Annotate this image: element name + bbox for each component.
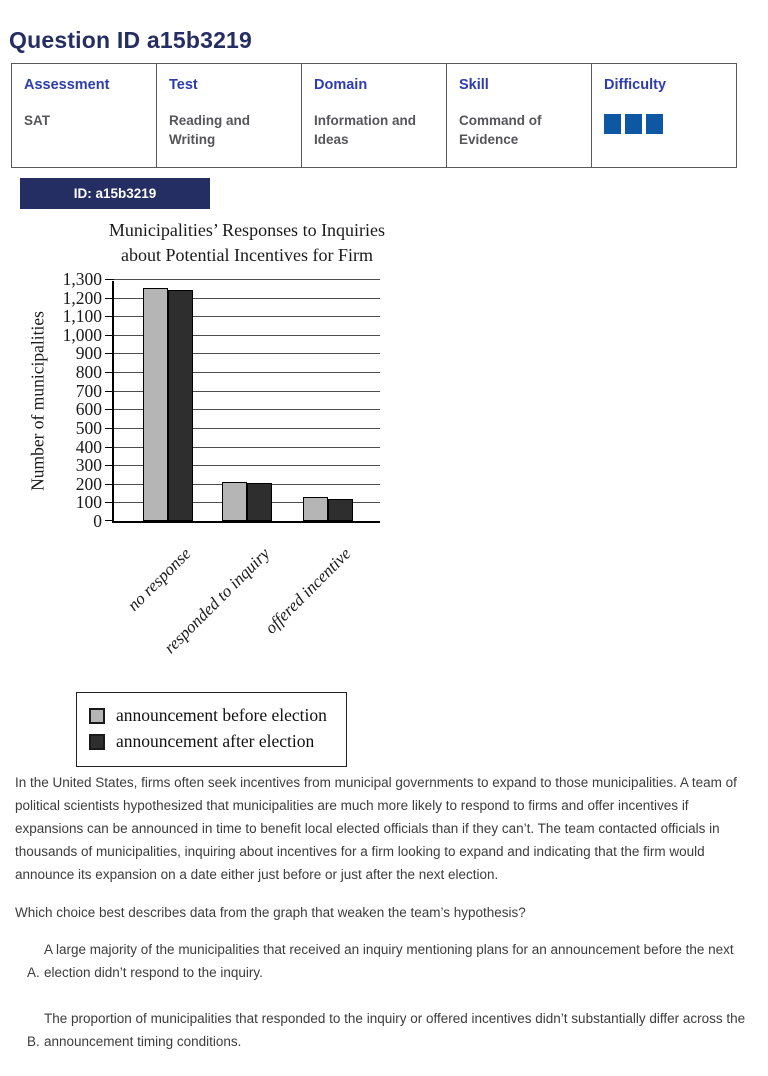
meta-value-domain: Information and Ideas — [314, 113, 416, 147]
y-tick-label: 800 — [75, 362, 102, 383]
legend-row: announcement after election — [89, 731, 336, 752]
meta-value-skill: Command of Evidence — [459, 113, 542, 147]
passage-text: In the United States, firms often seek i… — [15, 775, 737, 882]
gridline — [114, 446, 380, 448]
y-tick-label: 200 — [75, 473, 102, 494]
legend-label: announcement after election — [116, 731, 315, 751]
y-tick-label: 1,000 — [62, 324, 102, 345]
y-axis-tick — [105, 446, 114, 448]
chart-title-line: about Potential Incentives for Firm — [121, 245, 373, 265]
y-axis-tick — [105, 409, 114, 411]
chart-title-line: Municipalities’ Responses to Inquiries — [108, 220, 386, 240]
y-axis-tick — [105, 465, 114, 467]
y-axis-tick — [105, 334, 114, 336]
meta-label-skill: Skill — [459, 77, 489, 93]
question-id-badge: ID: a15b3219 — [20, 178, 210, 209]
y-axis-tick — [105, 390, 114, 392]
choice-a-letter: A. — [27, 965, 40, 980]
gridline — [114, 353, 380, 355]
y-tick-label: 700 — [75, 380, 102, 401]
gridline — [114, 372, 380, 374]
meta-label-difficulty: Difficulty — [604, 77, 667, 93]
y-axis-tick — [105, 279, 114, 280]
bar-after-0 — [168, 290, 193, 521]
legend-row: announcement before election — [89, 705, 336, 726]
meta-cell-skill: Skill Command of Evidence — [447, 64, 592, 167]
x-tick-label: offered incentive — [261, 544, 355, 638]
choice-a-text: A large majority of the municipalities t… — [44, 942, 734, 980]
meta-cell-domain: Domain Information and Ideas — [302, 64, 447, 167]
difficulty-square-icon — [604, 114, 621, 134]
y-tick-label: 100 — [75, 492, 102, 513]
chart-legend: announcement before election announcement… — [76, 692, 347, 767]
legend-label: announcement before election — [116, 705, 327, 725]
gridline — [114, 279, 380, 280]
gridline — [114, 409, 380, 411]
y-tick-label: 400 — [75, 436, 102, 457]
bar-after-2 — [328, 499, 353, 521]
y-tick-label: 300 — [75, 455, 102, 476]
y-tick-label: 1,300 — [62, 269, 102, 289]
question-text-block: In the United States, firms often seek i… — [15, 771, 755, 1076]
legend-swatch-icon — [89, 707, 105, 724]
difficulty-square-icon — [646, 114, 663, 134]
y-axis-tick — [105, 353, 114, 355]
chart-title: Municipalities’ Responses to Inquiries ab… — [77, 218, 417, 268]
meta-value-test: Reading and Writing — [169, 113, 251, 147]
y-tick-label: 1,100 — [62, 306, 102, 327]
gridline — [114, 465, 380, 467]
y-axis-tick — [105, 372, 114, 374]
choice-b-text: The proportion of municipalities that re… — [44, 1011, 746, 1049]
page-title: Question ID a15b3219 — [9, 27, 253, 53]
gridline — [114, 427, 380, 429]
bar-before-2 — [303, 497, 328, 521]
difficulty-rating — [604, 114, 724, 134]
gridline — [114, 297, 380, 299]
y-axis-tick — [105, 520, 114, 521]
meta-value-assessment: SAT — [24, 113, 50, 128]
choice-a: A. A large majority of the municipalitie… — [15, 938, 755, 984]
bar-before-0 — [143, 288, 168, 521]
meta-cell-test: Test Reading and Writing — [157, 64, 302, 167]
choice-b-letter: B. — [27, 1034, 40, 1049]
gridline — [114, 334, 380, 336]
question-meta-table: Assessment SAT Test Reading and Writing … — [11, 63, 737, 168]
bar-before-1 — [222, 482, 247, 521]
meta-label-assessment: Assessment — [24, 77, 110, 93]
y-axis-tick — [105, 483, 114, 485]
legend-swatch-icon — [89, 733, 105, 750]
meta-cell-difficulty: Difficulty — [592, 64, 736, 167]
y-tick-label: 0 — [93, 511, 102, 531]
y-axis-tick — [105, 502, 114, 504]
plot-area: 0 100 200 300 400 500 600 700 800 900 1,000 1,100 1,… — [63, 270, 380, 657]
y-tick-label: 600 — [75, 399, 102, 420]
difficulty-square-icon — [625, 114, 642, 134]
y-tick-label: 1,200 — [62, 287, 102, 308]
y-axis-tick — [105, 427, 114, 429]
y-axis-tick — [105, 297, 114, 299]
y-axis-tick — [105, 316, 114, 318]
bar-after-1 — [247, 483, 272, 521]
gridline — [114, 316, 380, 318]
y-tick-label: 500 — [75, 417, 102, 438]
gridline — [114, 390, 380, 392]
question-prompt: Which choice best describes data from th… — [15, 905, 526, 920]
choice-b: B. The proportion of municipalities that… — [15, 1007, 755, 1053]
meta-label-test: Test — [169, 77, 198, 93]
meta-label-domain: Domain — [314, 77, 368, 93]
y-tick-label: 900 — [75, 343, 102, 364]
meta-cell-assessment: Assessment SAT — [12, 64, 157, 167]
x-tick-label: no response — [123, 544, 195, 615]
